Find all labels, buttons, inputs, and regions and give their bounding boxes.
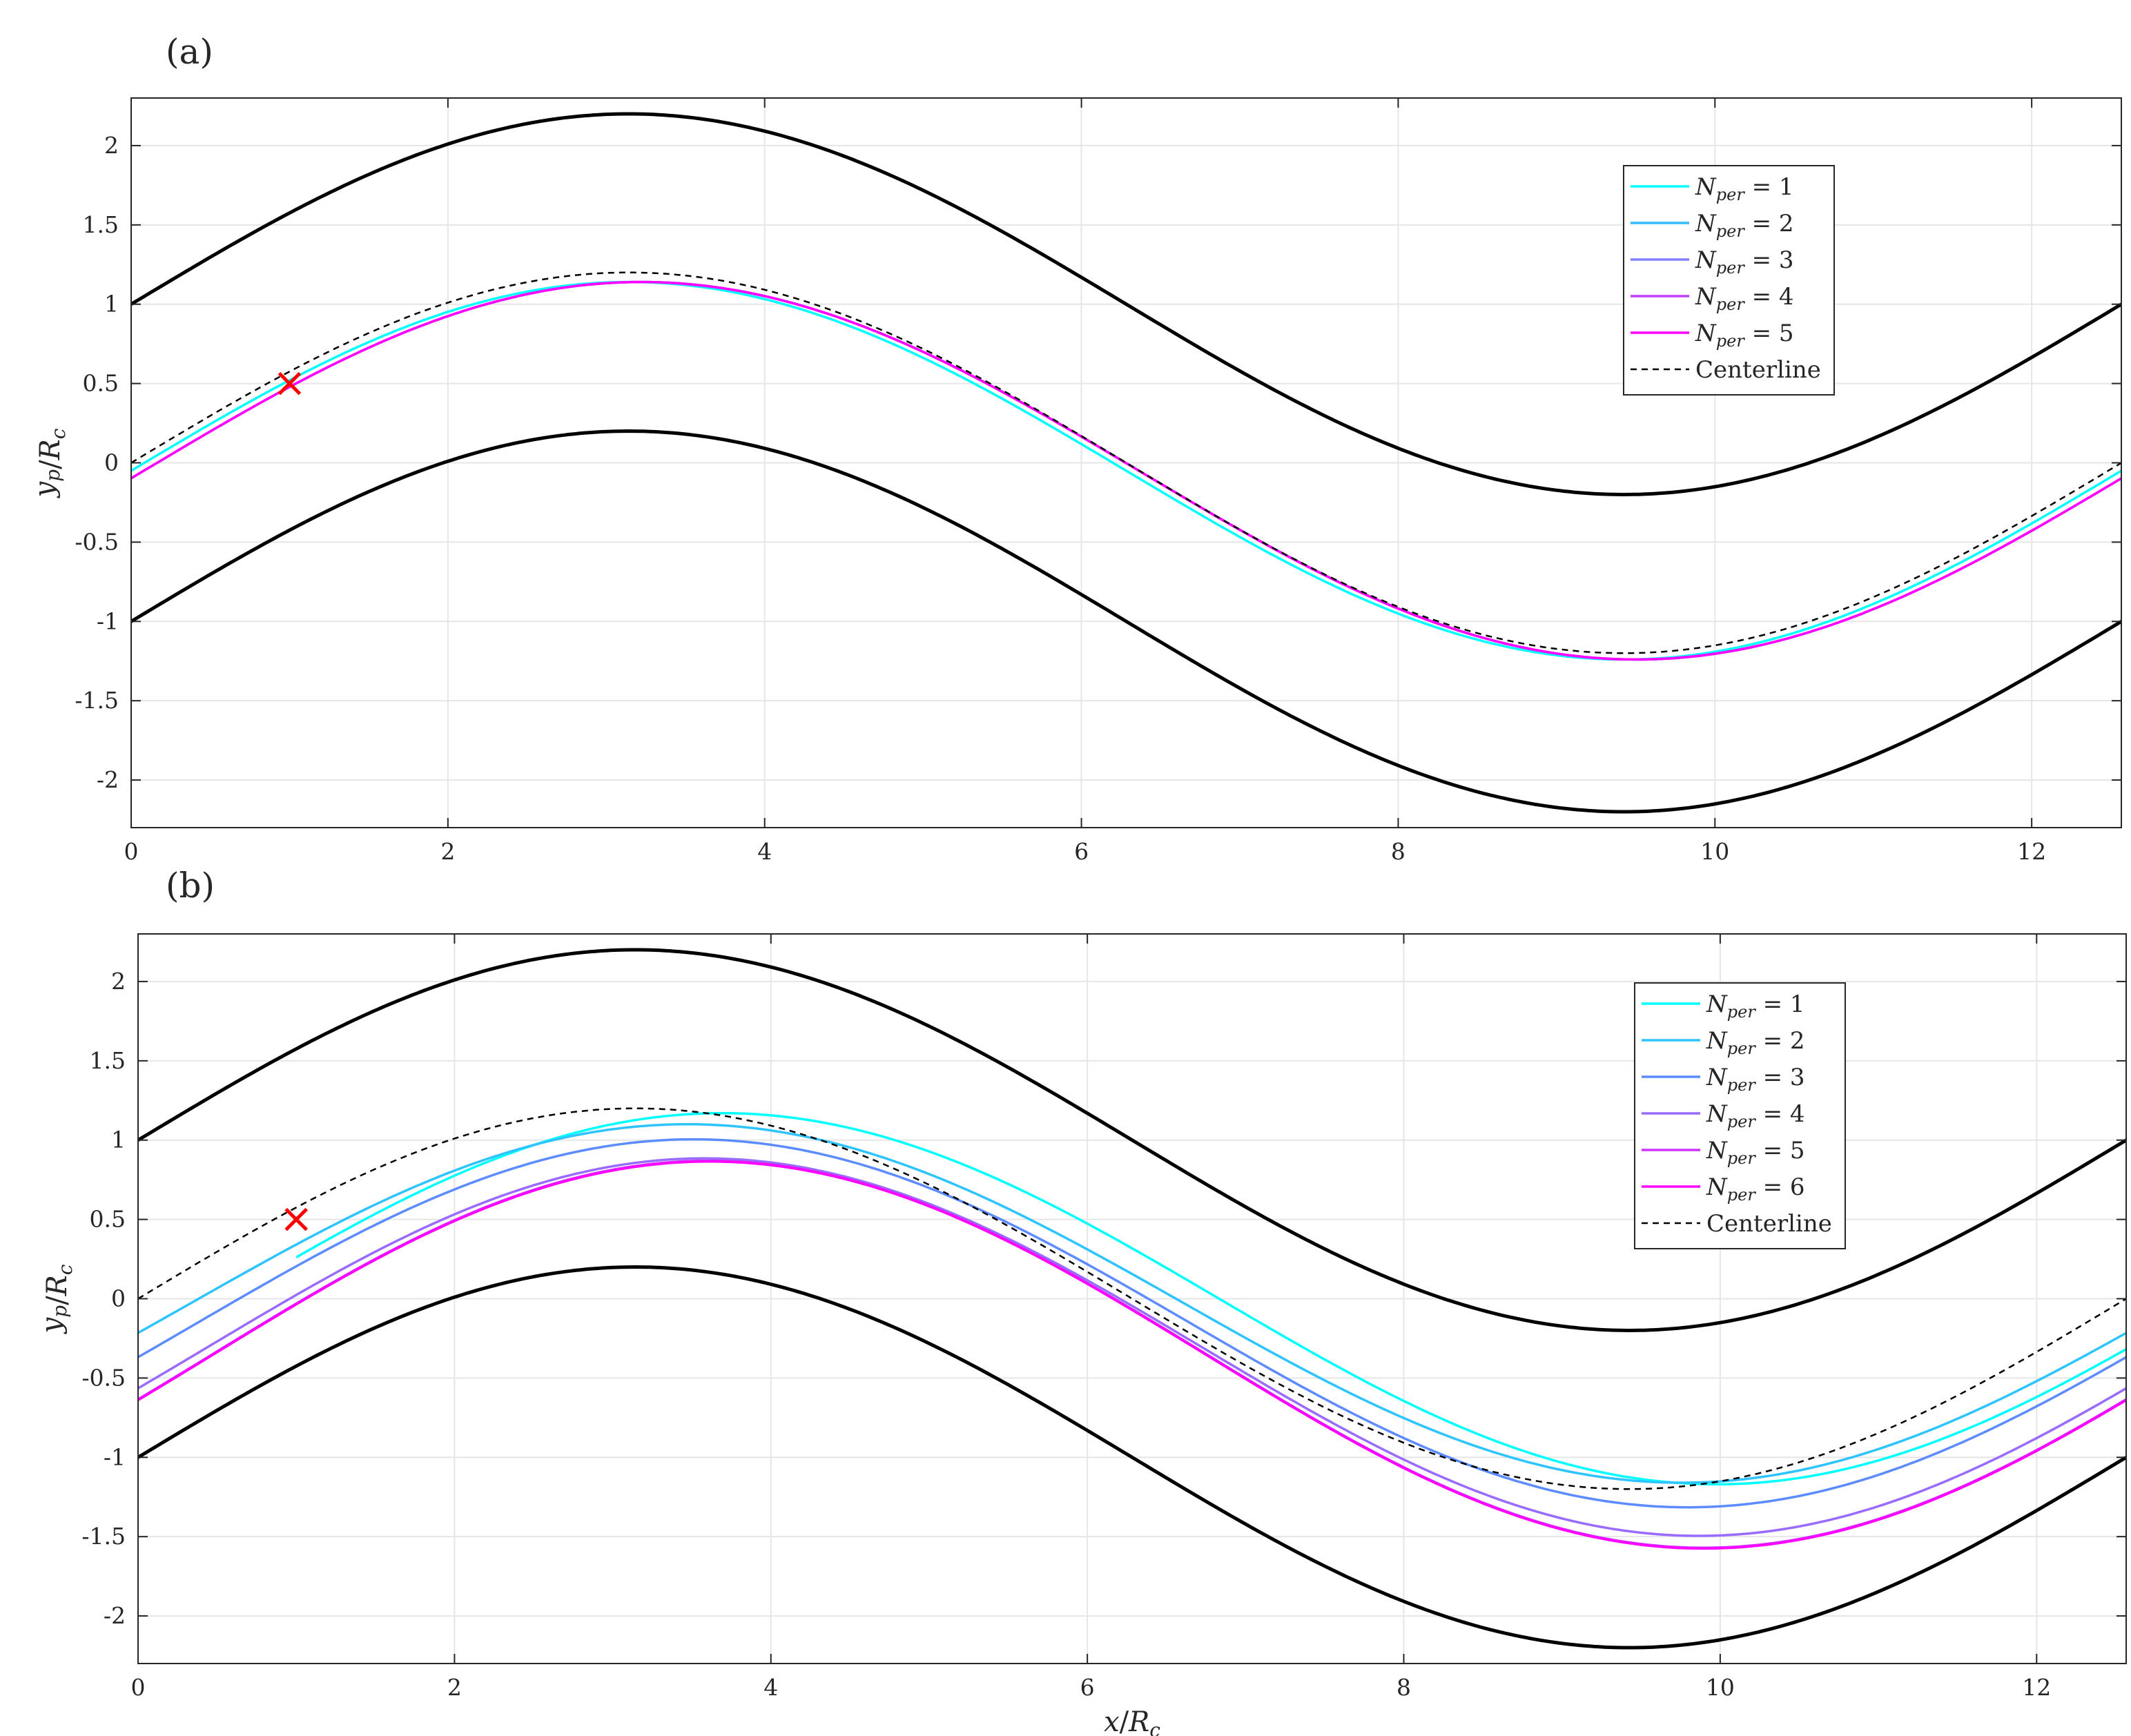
x-tick-label: 2 bbox=[440, 838, 455, 865]
y-tick-label: 0.5 bbox=[83, 370, 119, 397]
legend-label-centerline: Centerline bbox=[1695, 356, 1821, 384]
y-tick-label: -1 bbox=[104, 1443, 126, 1470]
legend-label-5: Nper = 5 bbox=[1706, 1137, 1805, 1168]
legend-label-3: Nper = 3 bbox=[1706, 1064, 1805, 1095]
series-line-1 bbox=[295, 1111, 2126, 1486]
y-tick-label: -0.5 bbox=[75, 528, 119, 555]
legend-box bbox=[1623, 165, 1835, 396]
lower-wall-line bbox=[131, 429, 2121, 814]
panel-a: (a) 0 2 4 6 8 10 12 -2 -1.5 -1 -0.5 0 0.5 1 1.5 2 yp/Rc Np… bbox=[29, 32, 2122, 865]
series-line-1 bbox=[131, 280, 2121, 661]
legend-label-4: Nper = 4 bbox=[1695, 283, 1794, 314]
y-tick-label: 2 bbox=[104, 132, 119, 159]
y-tick-label: -2 bbox=[97, 766, 119, 793]
legend-label-6: Nper = 6 bbox=[1706, 1173, 1805, 1205]
start-marker bbox=[284, 1207, 308, 1231]
upper-wall-line bbox=[131, 112, 2121, 496]
y-tick-label: 1.5 bbox=[83, 211, 119, 238]
y-tick-label: 0 bbox=[111, 1285, 126, 1312]
y-tick-label: 0 bbox=[104, 449, 119, 476]
legend: Nper = 1 Nper = 2 Nper = 3 Nper = 4 Nper = 5… bbox=[1623, 165, 1835, 396]
x-tick-label: 4 bbox=[763, 1674, 778, 1701]
x-tick-label: 8 bbox=[1391, 838, 1405, 865]
legend-label-1: Nper = 1 bbox=[1706, 991, 1805, 1022]
x-tick-label: 10 bbox=[1700, 838, 1729, 865]
x-tick-label: 6 bbox=[1080, 1674, 1095, 1701]
x-tick-label: 4 bbox=[757, 838, 772, 865]
y-tick-label: 0.5 bbox=[90, 1206, 126, 1233]
series-line-3 bbox=[138, 1138, 2126, 1509]
legend-label-1: Nper = 1 bbox=[1695, 173, 1794, 204]
y-tick-label: -1 bbox=[97, 607, 119, 634]
x-tick-label: 12 bbox=[2017, 838, 2046, 865]
x-tick-label: 12 bbox=[2022, 1674, 2051, 1701]
upper-wall-line bbox=[138, 948, 2126, 1332]
x-tick-label: 2 bbox=[447, 1674, 462, 1701]
legend-label-2: Nper = 2 bbox=[1695, 210, 1794, 241]
y-axis-label: yp/Rc bbox=[29, 428, 70, 498]
x-axis-label: x/Rc bbox=[1104, 1706, 1160, 1736]
series-line-2 bbox=[138, 1122, 2126, 1484]
legend-label-2: Nper = 2 bbox=[1706, 1027, 1805, 1058]
legend-label-4: Nper = 4 bbox=[1706, 1100, 1805, 1131]
legend-label-centerline: Centerline bbox=[1706, 1210, 1832, 1238]
panel-label: (b) bbox=[166, 866, 215, 906]
y-tick-label: 1 bbox=[104, 291, 119, 318]
plot-curves bbox=[138, 948, 2126, 1650]
y-tick-label: -1.5 bbox=[81, 1523, 126, 1550]
y-tick-label: -0.5 bbox=[81, 1364, 126, 1391]
panel-label: (a) bbox=[166, 32, 213, 72]
x-tick-label: 8 bbox=[1397, 1674, 1411, 1701]
legend-box bbox=[1634, 982, 1846, 1249]
series-line-5 bbox=[131, 280, 2121, 661]
series-line-4 bbox=[138, 1157, 2126, 1537]
start-marker bbox=[278, 371, 302, 396]
legend-label-3: Nper = 3 bbox=[1695, 246, 1794, 277]
legend: Nper = 1 Nper = 2 Nper = 3 Nper = 4 Nper = 5… bbox=[1634, 982, 1846, 1249]
y-tick-label: 1 bbox=[111, 1127, 126, 1153]
series-line-6 bbox=[138, 1160, 2126, 1550]
y-tick-label: 1.5 bbox=[90, 1047, 126, 1074]
legend-label-5: Nper = 5 bbox=[1695, 320, 1794, 351]
y-axis-label: yp/Rc bbox=[36, 1264, 77, 1334]
panel-b: (b) 0 2 4 6 8 10 12 -2 -1.5 -1 -0.5 0 0.5 1 1.5 2 yp/Rc x/… bbox=[36, 866, 2127, 1736]
plot-curves bbox=[131, 112, 2121, 814]
x-tick-label: 10 bbox=[1706, 1674, 1735, 1701]
lower-wall-line bbox=[138, 1265, 2126, 1650]
y-tick-label: 2 bbox=[111, 968, 126, 995]
x-tick-label: 0 bbox=[124, 838, 139, 865]
y-tick-label: -1.5 bbox=[75, 687, 119, 714]
x-tick-label: 6 bbox=[1074, 838, 1089, 865]
x-tick-label: 0 bbox=[131, 1674, 146, 1701]
y-tick-label: -2 bbox=[104, 1602, 126, 1629]
